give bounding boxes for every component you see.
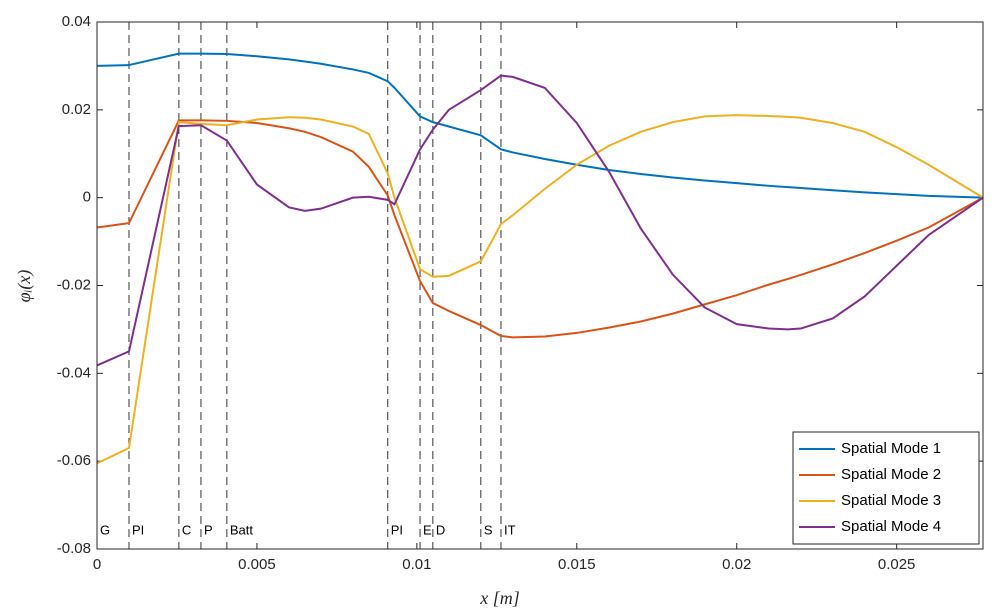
section-label: E <box>423 522 432 537</box>
section-label: C <box>182 522 191 537</box>
section-label: S <box>484 522 493 537</box>
x-axis-label: x [m] <box>479 588 520 608</box>
y-axis-label: φᵢ(x) <box>14 270 35 303</box>
x-tick-label: 0.005 <box>238 556 276 573</box>
series-line <box>96 119 984 339</box>
section-label: G <box>100 522 110 537</box>
x-tick-label: 0.01 <box>402 556 431 573</box>
series-line <box>96 114 984 465</box>
y-tick-label: 0 <box>83 189 91 206</box>
x-tick-label: 0.02 <box>722 556 751 573</box>
section-label: PI <box>132 522 144 537</box>
series-line <box>96 52 984 199</box>
x-tick-label: 0 <box>93 556 101 573</box>
x-tick-label: 0.025 <box>878 556 916 573</box>
y-tick-label: -0.08 <box>57 540 91 557</box>
legend-label: Spatial Mode 4 <box>841 518 941 535</box>
y-tick-label: -0.02 <box>57 276 91 293</box>
section-label: P <box>204 522 213 537</box>
y-tick-label: -0.06 <box>57 452 91 469</box>
section-label: D <box>436 522 445 537</box>
legend-label: Spatial Mode 1 <box>841 440 941 457</box>
legend-label: Spatial Mode 3 <box>841 492 941 509</box>
y-tick-label: 0.04 <box>62 13 91 30</box>
y-tick-label: 0.02 <box>62 101 91 118</box>
x-tick-label: 0.015 <box>558 556 596 573</box>
legend-label: Spatial Mode 2 <box>841 466 941 483</box>
legend-box <box>792 431 980 545</box>
section-label: Batt <box>230 522 254 537</box>
y-tick-label: -0.04 <box>57 364 91 381</box>
section-label: PI <box>391 522 403 537</box>
section-label: IT <box>504 522 516 537</box>
series-line <box>96 74 984 367</box>
plot-frame <box>96 21 984 550</box>
